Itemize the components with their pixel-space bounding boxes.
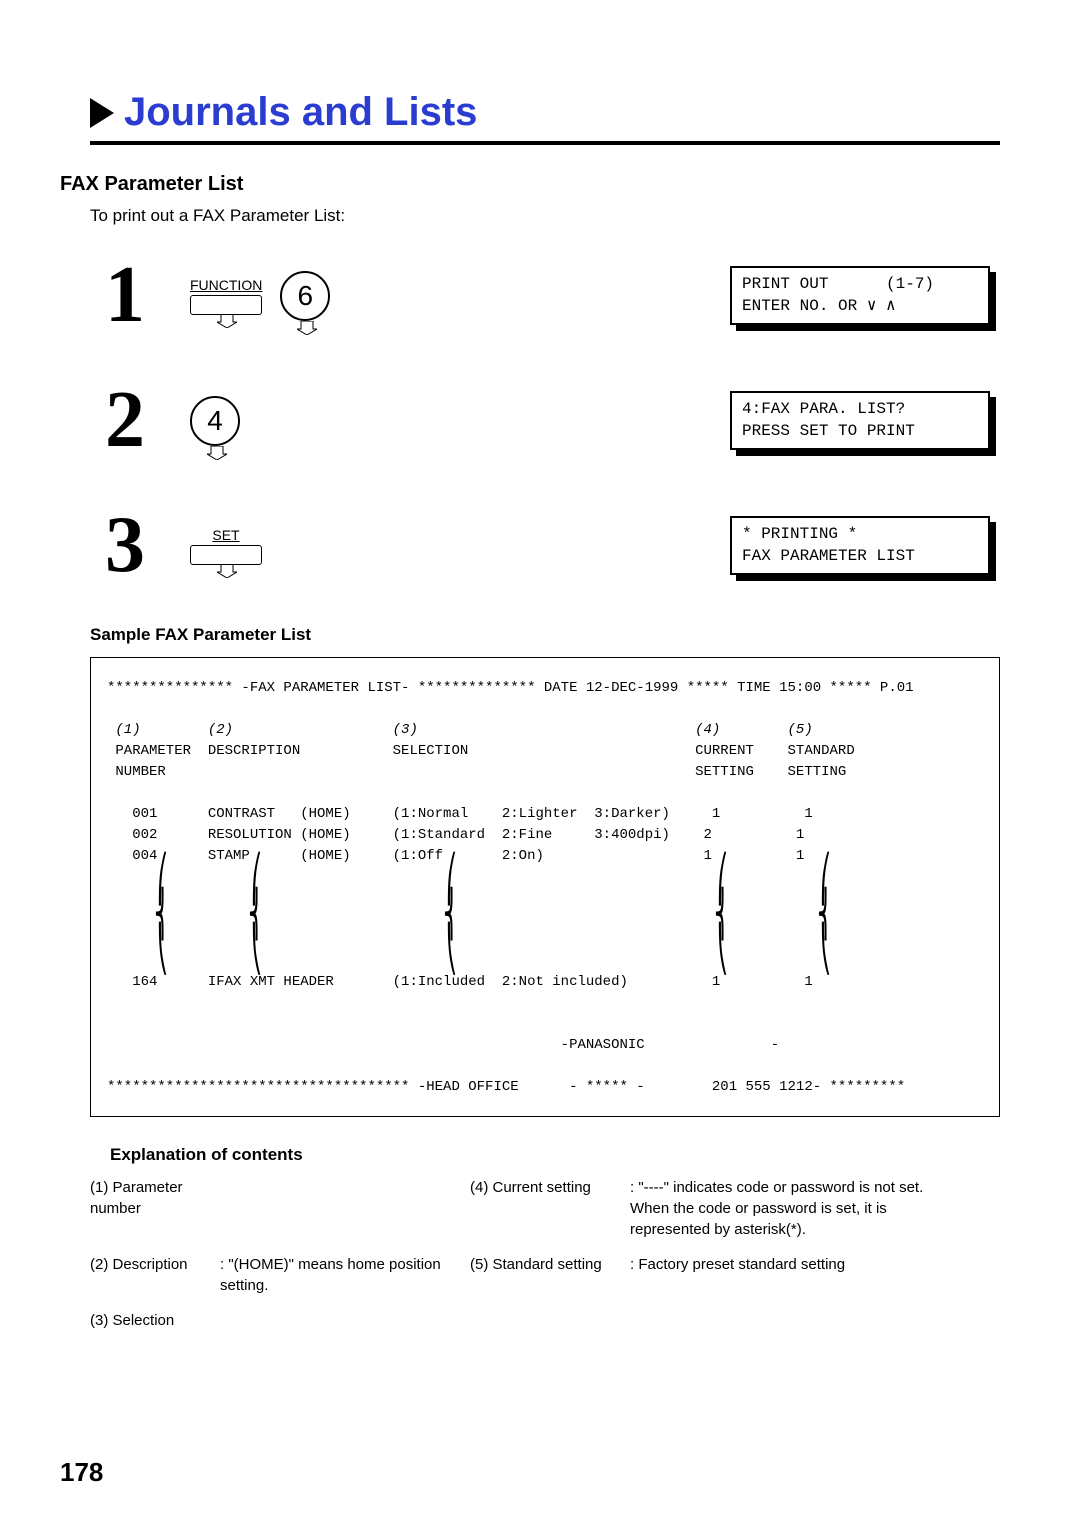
step-1: 1 FUNCTION 6 PRINT OUT (1-7) ENTER NO. O… — [90, 250, 1000, 341]
explanation-grid: (1) Parameter number (4) Current setting… — [90, 1177, 1000, 1331]
printout-row: 164 IFAX XMT HEADER (1:Included 2:Not in… — [107, 974, 813, 990]
printout-line: *************** -FAX PARAMETER LIST- ***… — [107, 680, 914, 696]
step-number: 3 — [90, 500, 160, 591]
page-title: Journals and Lists — [124, 90, 477, 135]
key-label: FUNCTION — [190, 277, 262, 293]
expl-cell: : Factory preset standard setting — [630, 1254, 960, 1296]
expl-cell: : "----" indicates code or password is n… — [630, 1177, 960, 1240]
expl-cell: : "(HOME)" means home position setting. — [220, 1254, 470, 1296]
curve-icon: ⎝ — [250, 937, 264, 969]
key-label: SET — [212, 527, 239, 543]
display-line: FAX PARAMETER LIST — [742, 547, 915, 565]
display-box: * PRINTING * FAX PARAMETER LIST — [730, 516, 1000, 575]
display-line: PRESS SET TO PRINT — [742, 422, 915, 440]
display-line: * PRINTING * — [742, 525, 857, 543]
display-box: PRINT OUT (1-7) ENTER NO. OR ∨ ∧ — [730, 266, 1000, 325]
printout-header-text: PARAMETER DESCRIPTION SELECTION CURRENT … — [107, 743, 855, 780]
expl-cell: (4) Current setting — [470, 1177, 630, 1240]
step-2: 2 4 4:FAX PARA. LIST? PRESS SET TO PRINT — [90, 375, 1000, 466]
curve-icon: ⎝ — [716, 937, 730, 969]
display: * PRINTING * FAX PARAMETER LIST — [730, 516, 990, 575]
printout-rows: 001 CONTRAST (HOME) (1:Normal 2:Lighter … — [107, 806, 813, 864]
step-inputs: FUNCTION 6 — [190, 271, 730, 321]
triangle-icon — [90, 98, 114, 128]
expl-cell: (3) Selection — [90, 1310, 220, 1331]
printout-footer: ************************************ -HE… — [107, 1079, 905, 1095]
display-line: PRINT OUT (1-7) — [742, 275, 934, 293]
step-inputs: 4 — [190, 396, 730, 446]
key-four: 4 — [190, 396, 240, 446]
set-key: SET — [190, 527, 262, 565]
curve-icon: ⎝ — [445, 937, 459, 969]
expl-cell — [470, 1310, 630, 1331]
expl-cell: (2) Description — [90, 1254, 220, 1296]
sample-title: Sample FAX Parameter List — [90, 625, 1000, 645]
display: PRINT OUT (1-7) ENTER NO. OR ∨ ∧ — [730, 266, 990, 325]
expl-cell: (1) Parameter number — [90, 1177, 220, 1240]
display: 4:FAX PARA. LIST? PRESS SET TO PRINT — [730, 391, 990, 450]
expl-cell: (5) Standard setting — [470, 1254, 630, 1296]
page-number: 178 — [60, 1457, 103, 1488]
display-line: 4:FAX PARA. LIST? — [742, 400, 905, 418]
intro-text: To print out a FAX Parameter List: — [90, 206, 1000, 226]
step-inputs: SET — [190, 527, 730, 565]
step-number: 1 — [90, 250, 160, 341]
key-label: 6 — [298, 280, 314, 312]
printout-header-nums: (1) (2) (3) (4) (5) — [107, 722, 813, 738]
explanation-title: Explanation of contents — [110, 1145, 1000, 1165]
key-six: 6 — [280, 271, 330, 321]
expl-cell — [630, 1310, 960, 1331]
key-label: 4 — [207, 405, 223, 437]
curve-icon: ⎝ — [156, 937, 170, 969]
curve-icon: ⎝ — [819, 937, 833, 969]
key-rect-icon — [190, 295, 262, 315]
section-heading: FAX Parameter List — [60, 173, 1000, 196]
step-3: 3 SET * PRINTING * FAX PARAMETER LIST — [90, 500, 1000, 591]
title-row: Journals and Lists — [90, 90, 1000, 145]
key-rect-icon — [190, 545, 262, 565]
expl-cell — [220, 1310, 470, 1331]
function-key: FUNCTION — [190, 277, 262, 315]
printout-sample: *************** -FAX PARAMETER LIST- ***… — [90, 657, 1000, 1117]
expl-cell — [220, 1177, 470, 1240]
printout-footer: -PANASONIC - — [107, 1037, 779, 1053]
steps: 1 FUNCTION 6 PRINT OUT (1-7) ENTER NO. O… — [90, 250, 1000, 591]
step-number: 2 — [90, 375, 160, 466]
display-box: 4:FAX PARA. LIST? PRESS SET TO PRINT — [730, 391, 1000, 450]
display-line: ENTER NO. OR ∨ ∧ — [742, 297, 896, 315]
